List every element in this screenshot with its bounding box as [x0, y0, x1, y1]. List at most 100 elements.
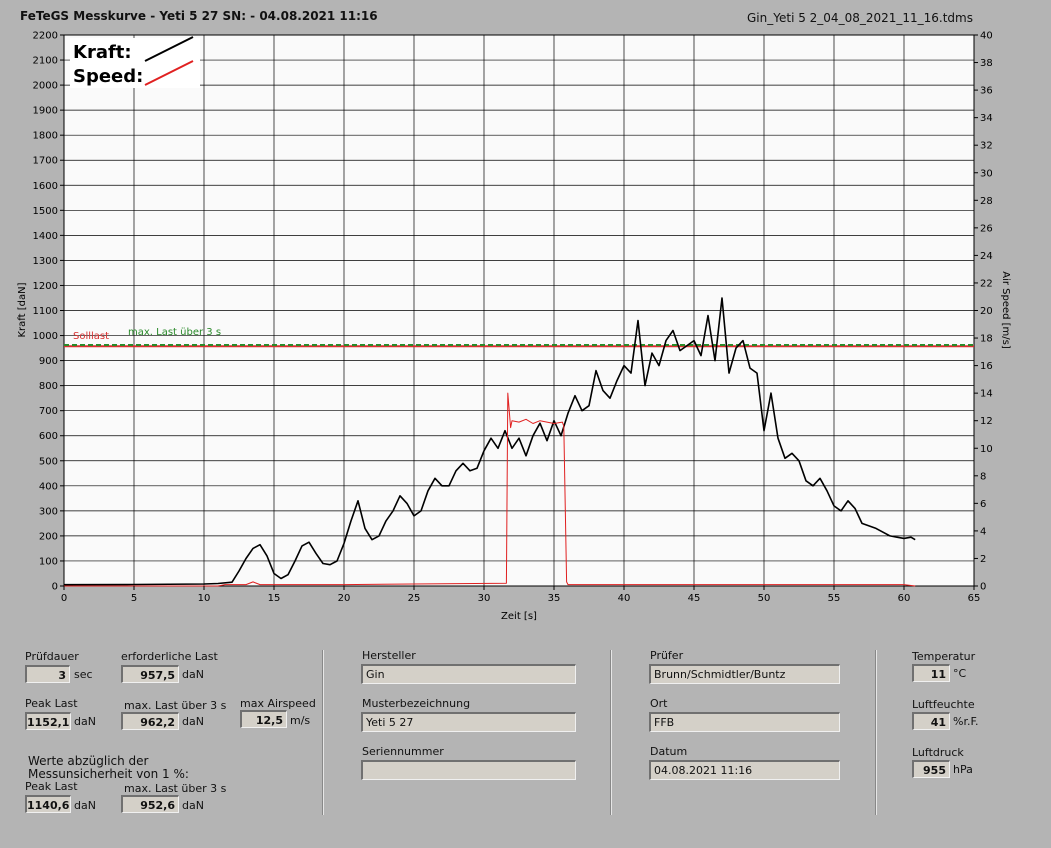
max-airspeed-unit: m/s [290, 714, 311, 727]
legend-box [70, 38, 200, 88]
x-tick-label: 55 [828, 593, 841, 604]
y-tick-label: 1100 [33, 306, 58, 317]
peak-last-value: 1152,1 [25, 712, 71, 730]
file-name: Gin_Yeti 5 2_04_08_2021_11_16.tdms [747, 11, 973, 25]
max-airspeed-label: max Airspeed [240, 697, 316, 710]
y-tick-label: 200 [39, 531, 58, 542]
y2-tick-label: 40 [980, 31, 993, 42]
pruefdauer-unit: sec [74, 668, 93, 681]
max-last-3s-value: 962,2 [121, 712, 179, 730]
series-line-kraft [63, 297, 916, 586]
y2-tick-label: 6 [980, 499, 986, 510]
y2-tick-label: 26 [980, 223, 993, 234]
hersteller-label: Hersteller [362, 649, 416, 662]
separator-3 [875, 650, 877, 815]
pruefdauer-value: 3 [25, 665, 70, 683]
y-tick-label: 100 [39, 556, 58, 567]
max-last-3s-label: max. Last über 3 s [124, 699, 227, 712]
y-tick-label: 1300 [33, 256, 58, 267]
x-tick-label: 25 [408, 593, 421, 604]
musterbezeichnung-label: Musterbezeichnung [362, 697, 471, 710]
separator-2 [610, 650, 612, 815]
series-lines [63, 297, 916, 587]
y-tick-label: 1200 [33, 281, 58, 292]
y-axis-label: Kraft [daN] [17, 282, 28, 337]
y-tick-label: 800 [39, 381, 58, 392]
y-tick-label: 500 [39, 456, 58, 467]
x-tick-label: 5 [131, 593, 137, 604]
peak-last-adj-unit: daN [74, 799, 96, 812]
y2-tick-label: 20 [980, 306, 993, 317]
y-tick-label: 600 [39, 431, 58, 442]
x-tick-label: 30 [478, 593, 491, 604]
x-tick-label: 65 [968, 593, 981, 604]
luftfeuchte-unit: %r.F. [953, 715, 979, 728]
luftdruck-label: Luftdruck [912, 746, 964, 759]
luftdruck-value: 955 [912, 760, 950, 778]
y-tick-label: 2100 [33, 56, 58, 67]
y2-tick-label: 34 [980, 113, 993, 124]
erforderliche-last-unit: daN [182, 668, 204, 681]
y-tick-label: 1800 [33, 131, 58, 142]
y-tick-label: 2000 [33, 81, 58, 92]
datum-label: Datum [650, 745, 688, 758]
y-tick-label: 0 [52, 582, 58, 593]
series-line-speed [64, 392, 916, 587]
force-speed-chart: 0100200300400500600700800900100011001200… [17, 31, 1011, 623]
window-title: FeTeGS Messkurve - Yeti 5 27 SN: - 04.08… [20, 9, 378, 23]
y2-tick-label: 30 [980, 168, 993, 179]
temperatur-unit: °C [953, 667, 967, 680]
y2-tick-label: 36 [980, 86, 993, 97]
legend: Kraft: Speed: [70, 36, 200, 88]
erforderliche-last-label: erforderliche Last [121, 650, 218, 663]
x-tick-label: 50 [758, 593, 771, 604]
y-tick-label: 1400 [33, 231, 58, 242]
legend-kraft-label: Kraft: [73, 42, 132, 63]
temperatur-value: 11 [912, 664, 950, 682]
y-tick-label: 1500 [33, 206, 58, 217]
peak-last-adj-label: Peak Last [25, 780, 78, 793]
x-tick-label: 35 [548, 593, 561, 604]
y2-tick-label: 4 [980, 526, 986, 537]
x-tick-label: 10 [198, 593, 211, 604]
peak-last-adj-value: 1140,6 [25, 795, 71, 813]
y2-tick-label: 12 [980, 416, 993, 427]
ort-field: FFB [649, 712, 840, 732]
max-last-label: max. Last über 3 s [128, 327, 221, 338]
y-tick-label: 700 [39, 406, 58, 417]
max-last-3s-adj-unit: daN [182, 799, 204, 812]
x-tick-label: 15 [268, 593, 281, 604]
y2-tick-label: 8 [980, 471, 986, 482]
datum-field: 04.08.2021 11:16 [649, 760, 840, 780]
luftfeuchte-label: Luftfeuchte [912, 698, 975, 711]
y2-tick-label: 10 [980, 444, 993, 455]
y2-tick-label: 38 [980, 58, 993, 69]
y-tick-label: 2200 [33, 31, 58, 42]
pruefdauer-label: Prüfdauer [25, 650, 79, 663]
max-last-3s-adj-value: 952,6 [121, 795, 179, 813]
y2-tick-label: 32 [980, 141, 993, 152]
y2-tick-label: 18 [980, 334, 993, 345]
y-tick-label: 1900 [33, 106, 58, 117]
y-tick-label: 400 [39, 481, 58, 492]
x-tick-label: 40 [618, 593, 631, 604]
y2-tick-label: 0 [980, 582, 986, 593]
luftfeuchte-value: 41 [912, 712, 950, 730]
solllast-label: Solllast [73, 331, 109, 342]
peak-last-unit: daN [74, 715, 96, 728]
max-last-3s-adj-label: max. Last über 3 s [124, 782, 227, 795]
pruefer-field: Brunn/Schmidtler/Buntz [649, 664, 840, 684]
axis-ticks: 0100200300400500600700800900100011001200… [33, 31, 993, 605]
luftdruck-unit: hPa [953, 763, 973, 776]
legend-kraft-swatch [144, 36, 194, 62]
y2-tick-label: 24 [980, 251, 993, 262]
y2-tick-label: 22 [980, 278, 993, 289]
musterbezeichnung-field: Yeti 5 27 [361, 712, 576, 732]
grid-lines [64, 35, 974, 586]
seriennummer-field [361, 760, 576, 780]
x-tick-label: 20 [338, 593, 351, 604]
y-tick-label: 300 [39, 506, 58, 517]
y-tick-label: 1000 [33, 331, 58, 342]
seriennummer-label: Seriennummer [362, 745, 444, 758]
separator-1 [322, 650, 324, 815]
